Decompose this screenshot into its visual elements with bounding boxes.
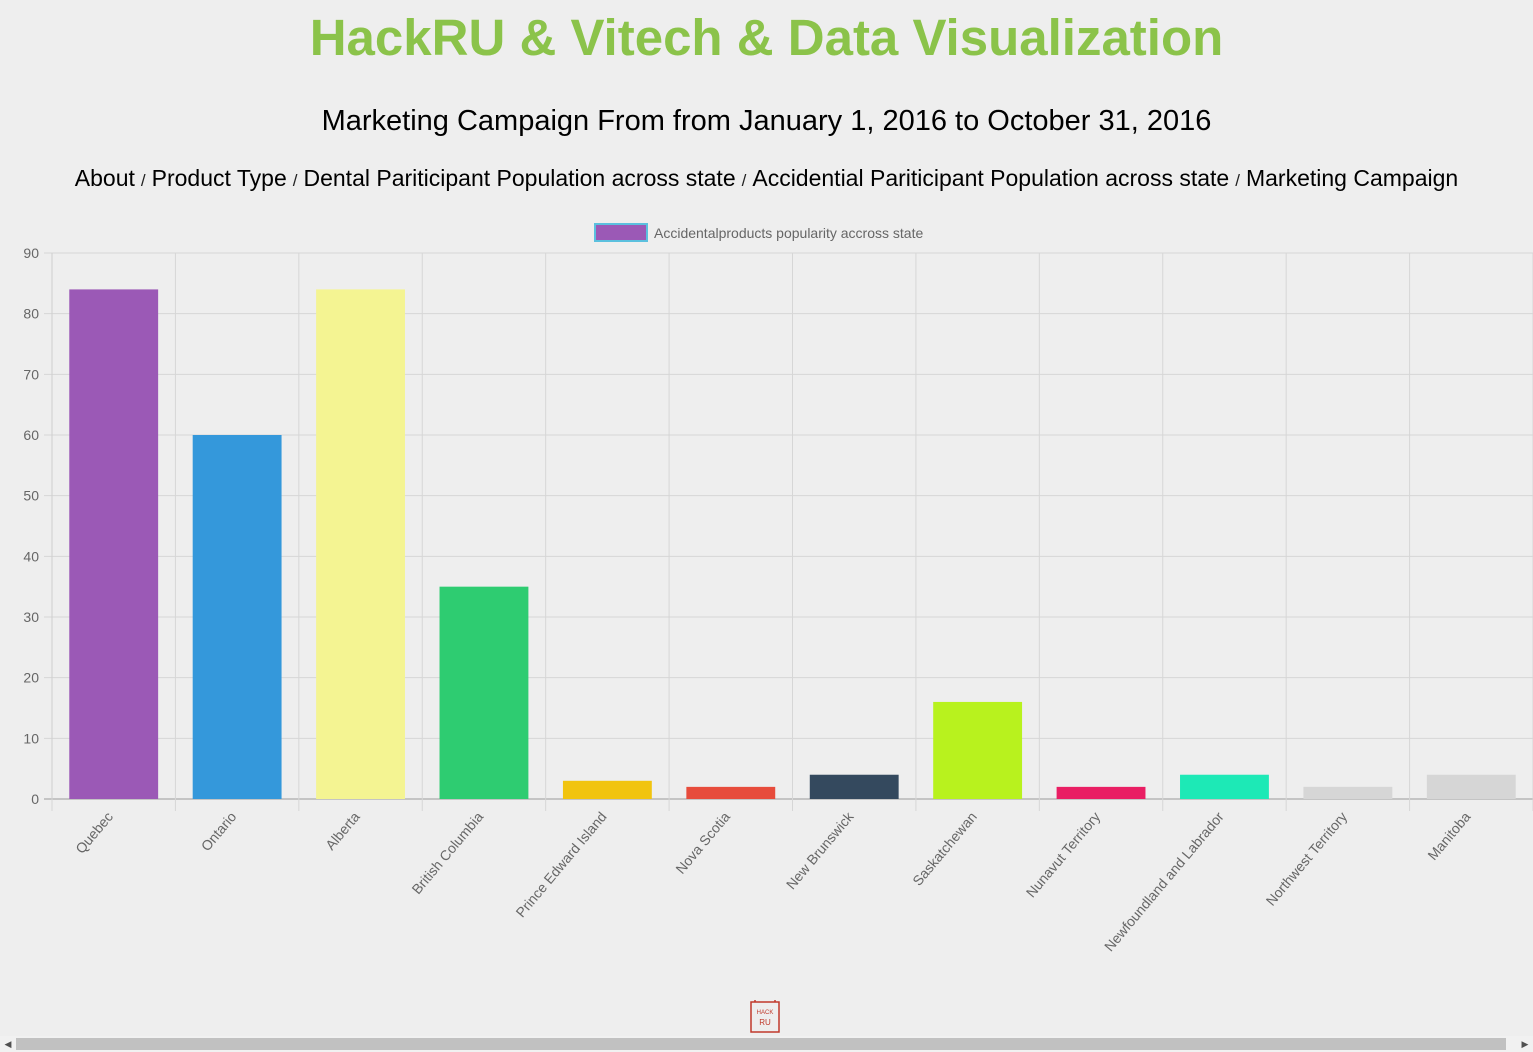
main-nav: About / Product Type / Dental Pariticipant P… bbox=[0, 162, 1533, 197]
bar-newfoundland-and-labrador bbox=[1180, 774, 1269, 799]
x-tick-label: Ontario bbox=[198, 808, 240, 854]
x-tick-label: Saskatchewan bbox=[909, 809, 980, 889]
nav-dental-population[interactable]: Dental Pariticipant Population across st… bbox=[303, 165, 736, 191]
nav-marketing-campaign[interactable]: Marketing Campaign bbox=[1245, 165, 1459, 191]
x-tick-label: Nunavut Territory bbox=[1023, 809, 1104, 901]
x-tick-label: British Columbia bbox=[408, 808, 486, 897]
y-tick-label: 30 bbox=[23, 609, 39, 625]
logo-text-hack: HACK bbox=[757, 1010, 774, 1016]
y-tick-label: 40 bbox=[23, 548, 39, 564]
nav-separator: / bbox=[1235, 171, 1240, 190]
y-tick-label: 50 bbox=[23, 488, 39, 504]
bar-british-columbia bbox=[439, 586, 529, 799]
y-tick-label: 60 bbox=[23, 427, 39, 443]
logo-text-ru: RU bbox=[759, 1018, 771, 1027]
nav-separator: / bbox=[292, 171, 298, 190]
bar-ontario bbox=[192, 435, 282, 799]
nav-separator: / bbox=[741, 171, 747, 190]
legend-label: Accidentalproducts popularity accross st… bbox=[654, 225, 923, 241]
bar-chart: 0 10 20 30 40 50 60 70 80 90 Quebec Ontario Alberta B… bbox=[23, 223, 1533, 954]
x-tick-label: Quebec bbox=[72, 809, 116, 857]
x-tick-label: Newfoundland and Labrador bbox=[1101, 808, 1227, 954]
bar-northwest-territory bbox=[1303, 786, 1393, 799]
scroll-right-icon[interactable]: ▶ bbox=[1521, 1039, 1529, 1049]
y-tick-label: 80 bbox=[23, 306, 39, 322]
bar-new-brunswick bbox=[809, 774, 899, 799]
x-tick-label: Nova Scotia bbox=[672, 808, 733, 876]
nav-about[interactable]: About bbox=[74, 165, 135, 191]
bar-alberta bbox=[316, 289, 405, 799]
scroll-left-icon[interactable]: ◀ bbox=[4, 1039, 12, 1049]
bar-nova-scotia bbox=[686, 786, 776, 799]
scrollbar-thumb[interactable] bbox=[16, 1038, 1506, 1050]
legend-swatch bbox=[594, 223, 648, 242]
x-tick-label: Prince Edward Island bbox=[512, 809, 609, 921]
x-tick-label: New Brunswick bbox=[783, 808, 857, 892]
bar-quebec bbox=[69, 289, 159, 799]
hackru-logo: HACK RU bbox=[750, 1000, 780, 1033]
y-tick-label: 70 bbox=[23, 366, 39, 382]
bar-nunavut-territory bbox=[1056, 786, 1146, 799]
page-title: HackRU & Vitech & Data Visualization bbox=[309, 9, 1224, 66]
x-tick-label: Manitoba bbox=[1424, 808, 1473, 863]
bar-prince-edward-island bbox=[562, 780, 652, 799]
x-tick-label: Northwest Territory bbox=[1263, 809, 1351, 909]
bar-manitoba bbox=[1426, 774, 1516, 799]
nav-accidential-population[interactable]: Accidential Pariticipant Population acro… bbox=[752, 165, 1230, 191]
y-tick-label: 90 bbox=[23, 245, 39, 261]
y-tick-label: 10 bbox=[23, 730, 39, 746]
y-tick-label: 0 bbox=[31, 791, 39, 807]
x-tick-label: Alberta bbox=[322, 808, 363, 852]
y-tick-label: 20 bbox=[23, 670, 39, 686]
page-subtitle: Marketing Campaign From from January 1, … bbox=[321, 105, 1212, 137]
bar-saskatchewan bbox=[933, 701, 1023, 799]
nav-separator: / bbox=[140, 171, 146, 190]
horizontal-scrollbar[interactable]: ◀ ▶ bbox=[0, 1036, 1533, 1052]
nav-product-type[interactable]: Product Type bbox=[151, 165, 287, 191]
